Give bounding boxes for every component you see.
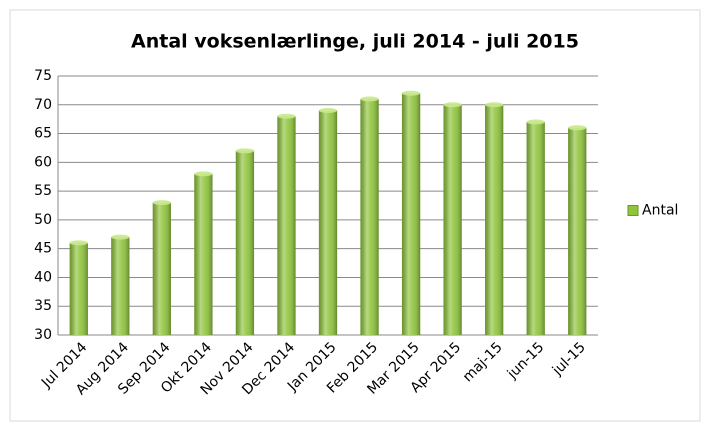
- bar-shine: [194, 173, 213, 335]
- bar-cap: [69, 240, 88, 246]
- bar-shine: [526, 122, 545, 336]
- bar-cap: [401, 90, 421, 96]
- bar-shine: [443, 104, 462, 336]
- y-tick-label: 45: [34, 241, 52, 257]
- bar-shine: [111, 237, 130, 335]
- bar-shine: [360, 99, 379, 336]
- bar-shine: [401, 93, 421, 336]
- bar-shine: [235, 150, 255, 335]
- bar-cap: [277, 113, 296, 119]
- bar-shine: [568, 127, 587, 335]
- y-tick-label: 35: [34, 298, 52, 314]
- y-tick-label: 65: [34, 126, 52, 142]
- y-tick-label: 40: [34, 269, 52, 285]
- bar-shine: [485, 104, 504, 336]
- bar-cap: [111, 234, 130, 240]
- bar-shine: [277, 116, 296, 336]
- bar-cap: [568, 125, 587, 131]
- y-tick-label: 50: [34, 212, 52, 228]
- bar-cap: [194, 171, 213, 177]
- legend-label: Antal: [642, 203, 678, 219]
- y-tick-label: 55: [34, 183, 52, 199]
- bar-shine: [152, 202, 171, 335]
- chart-title: Antal voksenlærlinge, juli 2014 - juli 2…: [131, 31, 579, 53]
- y-tick-label: 30: [34, 327, 52, 343]
- bar-shine: [318, 110, 338, 336]
- y-tick-label: 70: [34, 97, 52, 113]
- bar-shine: [69, 242, 88, 335]
- bar-cap: [152, 200, 171, 206]
- legend-marker: [627, 205, 639, 216]
- bar-cap: [360, 96, 379, 102]
- bar-cap: [485, 102, 504, 108]
- bar-cap: [443, 102, 462, 108]
- bar-cap: [526, 119, 545, 125]
- bar-cap: [318, 108, 338, 114]
- y-tick-label: 75: [34, 68, 52, 84]
- y-tick-label: 60: [34, 154, 52, 170]
- bar-cap: [235, 148, 255, 154]
